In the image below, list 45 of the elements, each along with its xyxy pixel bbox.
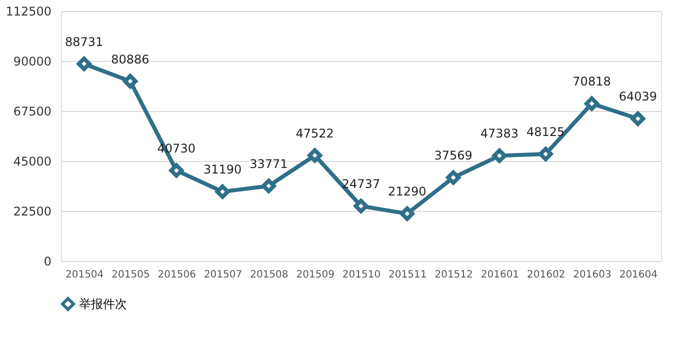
point [76,56,92,72]
y-tick-label: 67500 [13,104,52,118]
point [122,74,138,88]
point [354,198,368,214]
point [261,178,276,194]
point [446,170,461,185]
data-label: 64039 [618,90,658,104]
data-label: 31190 [203,162,242,177]
x-tick-label: 201512 [434,270,473,280]
x-tick-label: 201604 [619,270,658,280]
point [215,184,230,199]
data-label: 24737 [342,177,380,192]
x-tick-label: 201506 [158,270,196,280]
x-tick-label: 201508 [250,270,288,280]
point [584,96,600,111]
point [492,148,507,163]
y-tick-label: 90000 [13,54,52,68]
legend-label: 举报件次 [79,297,127,311]
point [169,163,184,178]
y-tick-label: 45000 [13,154,52,168]
data-label: 48125 [526,125,565,140]
point [400,206,414,221]
x-tick-label: 201602 [527,270,566,280]
data-label: 80886 [111,52,150,66]
data-label: 47522 [296,126,334,140]
point [538,146,553,162]
y-tick-label: 112500 [6,4,52,18]
y-tick-label: 0 [44,254,52,268]
data-label: 21290 [388,184,426,199]
data-label: 88731 [64,34,104,49]
data-label: 33771 [250,156,288,171]
x-tick-label: 201504 [65,270,104,280]
x-tick-label: 201505 [112,270,150,280]
y-tick-label: 22500 [13,204,52,218]
x-tick-label: 201603 [573,270,612,280]
point [308,148,322,163]
x-tick-label: 201511 [388,270,427,280]
x-tick-label: 201509 [296,270,334,280]
data-label: 37569 [434,148,472,163]
x-tick-label: 201507 [204,270,242,280]
x-tick-label: 201510 [342,270,381,280]
data-label: 47383 [480,126,519,141]
point [630,111,646,126]
x-tick-label: 201601 [480,270,520,280]
data-label: 70818 [572,74,611,89]
